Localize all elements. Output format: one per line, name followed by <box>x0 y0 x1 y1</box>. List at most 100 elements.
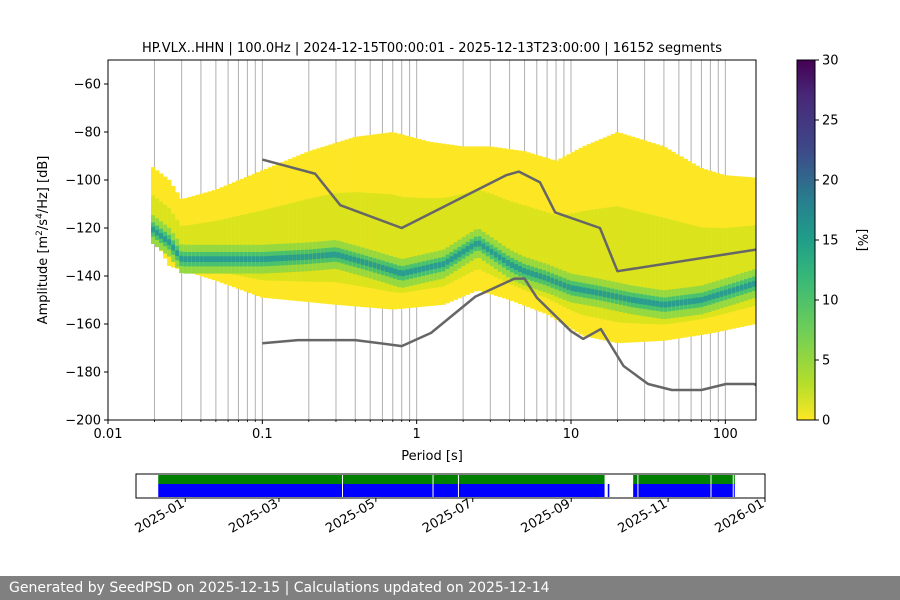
density-cell <box>542 274 547 281</box>
density-cell <box>461 193 467 277</box>
density-cell <box>263 256 269 262</box>
density-cell <box>489 193 495 276</box>
density-cell <box>514 264 519 270</box>
density-cell <box>397 196 402 293</box>
density-cell <box>630 210 636 324</box>
density-cell <box>356 257 362 264</box>
density-cell <box>316 253 321 259</box>
density-cell <box>610 292 616 299</box>
density-cell <box>518 266 523 272</box>
density-cell <box>481 243 487 250</box>
density-cell <box>388 267 394 274</box>
density-cell <box>586 210 592 317</box>
density-cell <box>751 225 756 307</box>
density-cell <box>336 252 341 259</box>
density-cell <box>167 239 172 246</box>
psd-chart: HP.VLX..HHN | 100.0Hz | 2024-12-15T00:00… <box>35 41 869 537</box>
density-cell <box>227 256 233 263</box>
timeline-tick-label: 2025-09 <box>519 496 574 536</box>
density-cell <box>743 283 749 290</box>
density-cell <box>417 266 422 273</box>
density-cell <box>699 227 704 320</box>
density-cell <box>356 192 362 287</box>
density-cell <box>558 214 563 305</box>
density-cell <box>401 270 406 277</box>
density-cell <box>699 297 704 303</box>
density-cell <box>300 200 305 282</box>
density-cell <box>344 192 350 284</box>
density-cell <box>530 207 535 293</box>
density-cell <box>703 227 708 319</box>
density-cell <box>562 214 567 308</box>
density-cell <box>707 227 713 318</box>
density-cell <box>300 254 305 261</box>
density-cell <box>715 292 721 298</box>
density-cell <box>497 254 503 261</box>
density-cell <box>574 286 579 292</box>
density-cell <box>397 269 402 276</box>
density-cell <box>731 227 737 312</box>
density-cell <box>735 226 741 311</box>
density-cell <box>393 268 398 275</box>
density-cell <box>727 288 733 295</box>
model-line-nlnm <box>262 277 756 392</box>
density-cell <box>542 211 547 298</box>
density-cell <box>731 287 737 294</box>
density-cell <box>199 256 204 263</box>
y-tick-label: −140 <box>65 270 101 285</box>
density-cell <box>429 198 434 289</box>
colorbar-tick-label: 20 <box>822 174 839 189</box>
density-cell <box>687 298 692 305</box>
density-cell <box>505 200 511 284</box>
coverage-timeline <box>158 475 735 497</box>
timeline-tick-label: 2026-01 <box>712 496 767 536</box>
density-cell <box>441 261 446 267</box>
density-cell <box>497 197 503 280</box>
density-cell <box>288 254 293 261</box>
colorbar-tick-label: 25 <box>822 114 839 129</box>
density-cell <box>288 203 293 282</box>
density-cell <box>292 202 297 282</box>
density-cell <box>711 227 717 317</box>
x-tick-label: 1 <box>413 427 421 442</box>
density-cell <box>151 226 156 233</box>
density-cell <box>328 194 333 283</box>
noise-models <box>262 158 756 392</box>
density-cell <box>380 193 386 291</box>
density-cell <box>445 258 450 265</box>
density-cell <box>304 254 309 260</box>
density-cell <box>526 269 531 276</box>
density-cell <box>425 198 430 289</box>
density-cell <box>651 300 656 307</box>
coverage-bar-green <box>633 475 735 484</box>
density-cell <box>663 301 668 308</box>
density-cell <box>179 255 184 262</box>
density-cell <box>251 256 257 263</box>
density-cell <box>272 255 277 262</box>
density-cell <box>425 264 430 271</box>
model-line-nhnm <box>262 158 756 273</box>
density-cell <box>493 195 499 278</box>
density-cell <box>538 273 543 280</box>
density-cell <box>509 262 515 269</box>
density-cell <box>352 256 358 263</box>
density-cell <box>747 225 753 308</box>
density-cell <box>308 253 313 260</box>
density-cell <box>671 220 676 324</box>
density-cell <box>437 197 442 288</box>
density-cell <box>546 212 551 299</box>
density-cell <box>626 296 632 303</box>
density-cell <box>223 256 229 263</box>
density-cell <box>328 252 333 258</box>
density-cell <box>276 206 281 281</box>
density-cell <box>743 226 749 309</box>
psd-density <box>151 132 756 344</box>
density-cell <box>602 291 608 298</box>
density-cell <box>364 260 370 266</box>
density-cell <box>433 263 438 269</box>
density-cell <box>163 236 168 242</box>
density-cell <box>421 197 426 290</box>
density-cell <box>635 297 640 304</box>
y-tick-label: −200 <box>65 414 101 429</box>
y-tick-label: −160 <box>65 318 101 333</box>
